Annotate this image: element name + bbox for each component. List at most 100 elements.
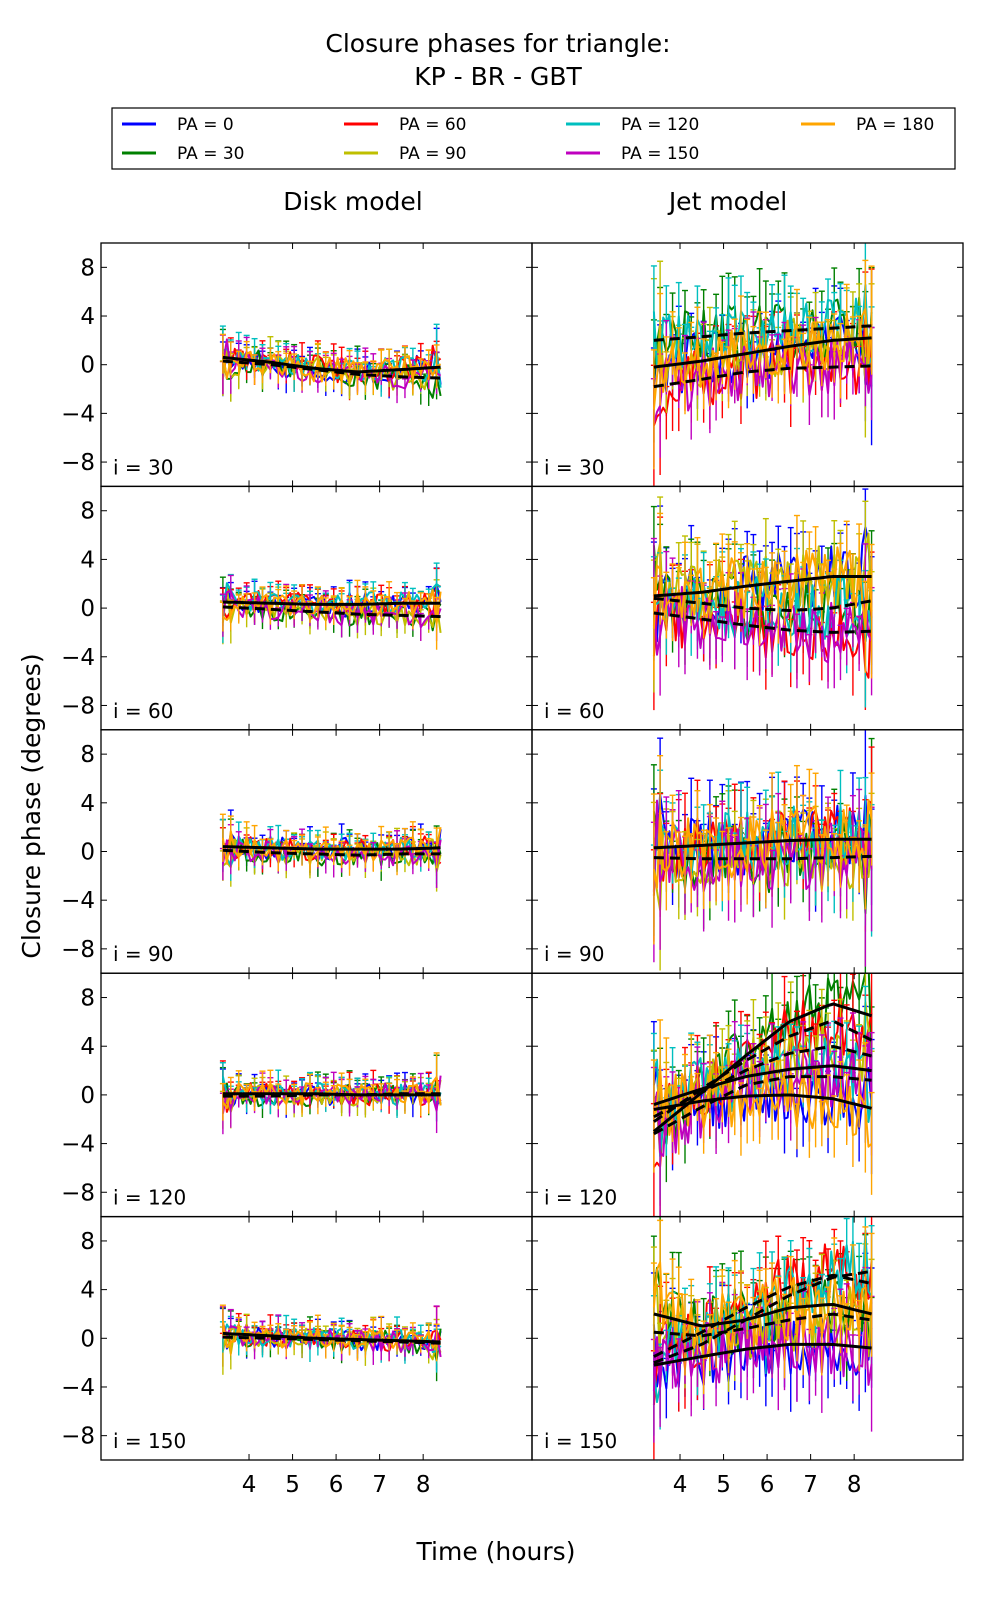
series-pa-180 [222,588,442,625]
inclination-label: i = 120 [113,1186,186,1210]
x-tick-label: 4 [242,1472,257,1498]
inclination-label: i = 150 [113,1429,186,1453]
panel-jet-i60: i = 60 [531,485,964,731]
y-tick-label: 8 [80,255,95,281]
series-pa-150 [652,337,873,424]
model-curve-dashed [222,605,441,619]
legend-box [111,107,956,170]
x-axis-label: Time (hours) [416,1537,576,1566]
model-curve-dashed [653,364,872,389]
x-tick-label: 7 [372,1472,387,1498]
model-curve-dashed [222,1092,441,1098]
y-tick-label: 4 [80,1278,95,1304]
panel-disk-i60: 8 4 0 −4 −8 i = 60 [61,485,533,731]
y-tick-label: −4 [61,888,95,914]
y-tick-label: −8 [61,450,95,476]
inclination-label: i = 90 [544,942,604,966]
x-tick-label: 8 [416,1472,431,1498]
model-curve-solid [653,1064,872,1107]
series-pa-150 [652,585,873,664]
title-line-1: Closure phases for triangle: [325,29,670,58]
model-curve-dashed [653,1044,872,1119]
panel-disk-i150: 8 4 0 −4 −8 i = 150 4 5 6 7 8 [61,1215,533,1498]
series-pa-180 [652,798,873,889]
series-pa-180 [222,1075,442,1110]
panel-jet-i120: i = 120 [531,972,964,1218]
model-curve-solid [222,600,441,606]
model-curve-solid [652,1002,873,1133]
figure-title: Closure phases for triangle: KP - BR - G… [325,29,670,91]
model-curve-solid [222,845,441,851]
model-curve-solid [653,336,872,369]
x-tick-label: 6 [760,1472,775,1498]
x-tick-label: 5 [716,1472,731,1498]
legend: PA = 0 PA = 30 PA = 60 PA = 90 PA = 120 PA = … [111,107,956,170]
model-curve-dashed [653,1312,872,1338]
panel-jet-i90: i = 90 [531,729,964,974]
panels-grid: 8 4 0 −4 −8 i = 30 i = 30 8 4 0 −4 −8 i = 60 i = 60 8 4… [61,242,964,1498]
panel-plot-area [650,243,875,486]
x-tick-label: 4 [673,1472,688,1498]
model-curve-solid [653,837,872,850]
title-line-2: KP - BR - GBT [414,62,582,91]
y-tick-label: −8 [61,1180,95,1206]
model-curve-dashed [653,324,872,342]
panel-plot-area [650,488,875,711]
y-tick-label: 8 [80,742,95,768]
y-tick-label: −4 [61,645,95,671]
model-curve-dashed [653,854,872,861]
model-curve-solid [653,575,872,598]
y-tick-label: 8 [80,499,95,525]
legend-label-pa-60: PA = 60 [399,115,466,135]
y-tick-label: 0 [80,353,95,379]
panel-plot-area [650,729,875,973]
model-curve-solid [222,355,441,374]
y-tick-label: 0 [80,840,95,866]
panel-disk-i30: 8 4 0 −4 −8 i = 30 [61,242,533,488]
model-curve-dashed [653,1019,873,1123]
model-curve-dashed [222,1335,441,1345]
panel-plot-area [219,1304,442,1382]
series-pa-150 [652,1311,873,1392]
series-pa-120 [652,1037,873,1158]
panel-frame [100,729,533,974]
y-tick-label: 4 [80,791,95,817]
panel-jet-i30: i = 30 [531,242,964,488]
y-tick-label: 0 [80,596,95,622]
y-tick-label: 0 [80,1083,95,1109]
y-tick-label: −8 [61,693,95,719]
model-curve-dashed [222,848,441,857]
y-tick-label: −4 [61,1375,95,1401]
model-curve-dashed [653,596,872,613]
panel-plot-area [219,1052,442,1135]
x-tick-label: 8 [847,1472,862,1498]
y-tick-label: 0 [80,1326,95,1352]
x-tick-label: 6 [329,1472,344,1498]
col-title-disk: Disk model [283,187,423,216]
legend-label-pa-120: PA = 120 [621,115,699,135]
panel-jet-i150: i = 150 4 5 6 7 8 [531,1215,964,1498]
series-pa-120 [653,573,873,641]
y-axis-label: Closure phase (degrees) [17,653,46,958]
model-curve-solid [653,1302,872,1328]
panel-plot-area [650,1216,875,1460]
series-pa-180 [652,1261,873,1359]
model-curve-dashed [653,1269,872,1365]
legend-label-pa-30: PA = 30 [177,144,244,164]
x-tick-label: 7 [803,1472,818,1498]
model-curve-dashed [653,1075,872,1136]
legend-label-pa-150: PA = 150 [621,144,699,164]
y-tick-label: −4 [61,401,95,427]
y-tick-label: 4 [80,547,95,573]
y-tick-label: −8 [61,1424,95,1450]
panel-plot-area [219,323,442,407]
y-tick-label: −8 [61,937,95,963]
col-title-jet: Jet model [667,187,787,216]
panel-plot-area [650,973,875,1217]
legend-label-pa-0: PA = 0 [177,115,234,135]
panel-disk-i120: 8 4 0 −4 −8 i = 120 [61,972,533,1218]
y-tick-label: −4 [61,1132,95,1158]
inclination-label: i = 30 [544,455,604,479]
inclination-label: i = 150 [544,1429,617,1453]
